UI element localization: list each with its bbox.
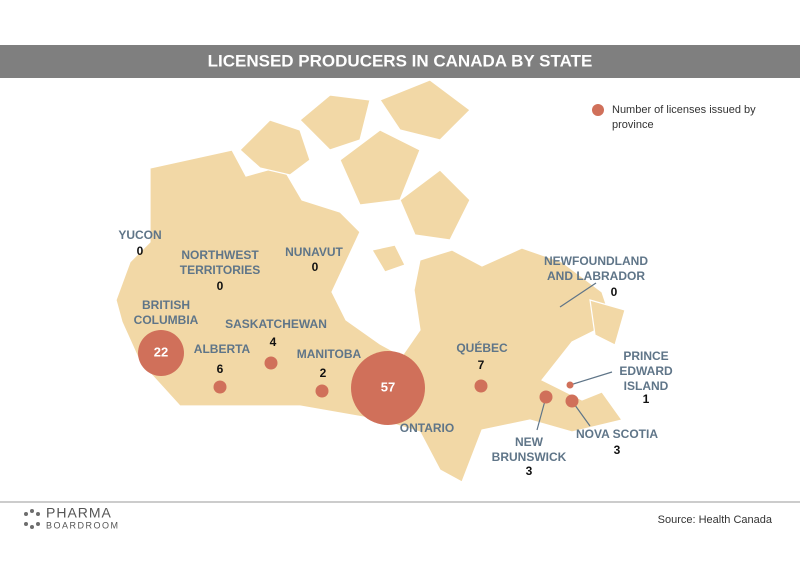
bubble	[264, 356, 278, 370]
region-name: BRITISH	[142, 298, 190, 312]
map	[115, 79, 626, 483]
title-bar	[0, 45, 800, 78]
value-label: 3	[526, 464, 533, 478]
region-name: MANITOBA	[297, 347, 362, 361]
bubble	[213, 380, 227, 394]
region-name: ALBERTA	[194, 342, 251, 356]
region-name: QUÉBEC	[456, 340, 508, 355]
logo-text: PHARMA	[46, 505, 112, 521]
region-name: NEWFOUNDLAND	[544, 254, 648, 268]
region-name: NUNAVUT	[285, 245, 343, 259]
value-label: 0	[312, 260, 319, 274]
leader-line	[569, 371, 613, 386]
region-name: YUCON	[118, 228, 161, 242]
value-label: 0	[137, 244, 144, 258]
logo-icon	[24, 509, 40, 529]
region-name: AND LABRADOR	[547, 269, 645, 283]
region-name: ONTARIO	[400, 421, 454, 435]
value-label: 7	[478, 358, 485, 372]
region-name: NEW	[515, 435, 544, 449]
value-label: 1	[643, 392, 650, 406]
value-label: 22	[154, 344, 168, 359]
value-label: 0	[217, 279, 224, 293]
logo-text: BOARDROOM	[46, 520, 120, 530]
bubble	[539, 390, 553, 404]
title: LICENSED PRODUCERS IN CANADA BY STATE	[208, 51, 593, 70]
region-name: NOVA SCOTIA	[576, 427, 658, 441]
region-name: TERRITORIES	[180, 263, 260, 277]
value-label: 6	[217, 362, 224, 376]
region-name: NORTHWEST	[181, 248, 259, 262]
region-name: EDWARD	[619, 364, 673, 378]
bubble	[474, 379, 488, 393]
value-label: 2	[320, 366, 327, 380]
legend-marker	[592, 104, 604, 116]
source: Source: Health Canada	[658, 514, 773, 526]
bubble	[315, 384, 329, 398]
region-name: BRUNSWICK	[492, 450, 567, 464]
bubble	[351, 351, 425, 425]
legend-text: Number of licenses issued by	[612, 104, 756, 116]
bubble	[138, 330, 184, 376]
bubble	[565, 394, 579, 408]
region-name: SASKATCHEWAN	[225, 317, 327, 331]
value-label: 4	[270, 335, 277, 349]
value-label: 0	[611, 285, 618, 299]
value-label: 3	[614, 443, 621, 457]
legend-text: province	[612, 119, 654, 131]
region-name: COLUMBIA	[134, 313, 199, 327]
region-name: PRINCE	[623, 349, 668, 363]
leader-line	[559, 282, 597, 308]
region-name: ISLAND	[624, 379, 669, 393]
value-label: 57	[381, 379, 395, 394]
bubble	[566, 381, 574, 389]
